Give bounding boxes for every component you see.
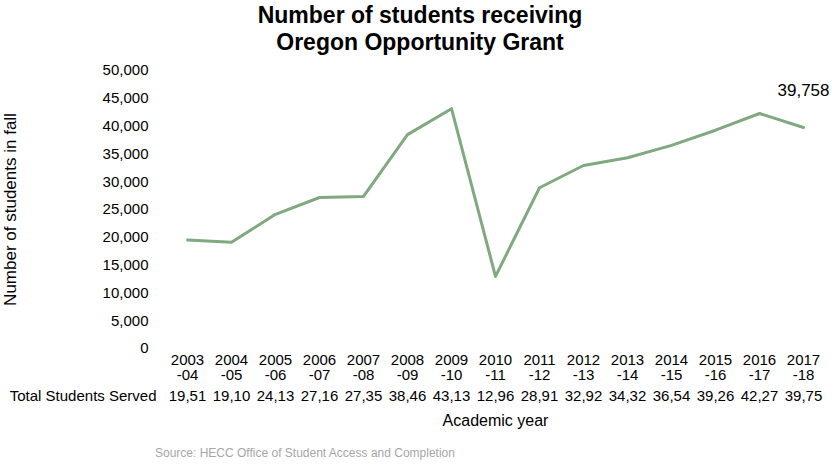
svg-text:2016-17: 2016-17 xyxy=(743,351,776,383)
svg-text:19,51: 19,51 xyxy=(169,387,207,404)
svg-text:2007-08: 2007-08 xyxy=(347,351,380,383)
svg-text:45,000: 45,000 xyxy=(103,89,149,106)
svg-text:25,000: 25,000 xyxy=(103,200,149,217)
svg-text:20,000: 20,000 xyxy=(103,228,149,245)
svg-text:5,000: 5,000 xyxy=(111,312,149,329)
svg-text:2006-07: 2006-07 xyxy=(303,351,336,383)
svg-text:30,000: 30,000 xyxy=(103,173,149,190)
svg-text:15,000: 15,000 xyxy=(103,256,149,273)
html-text:Source: HECC Office of Student: Source: HECC Office of Student Access an… xyxy=(155,446,455,460)
svg-text:2012-13: 2012-13 xyxy=(567,351,600,383)
svg-text:35,000: 35,000 xyxy=(103,145,149,162)
svg-text:0: 0 xyxy=(140,339,148,356)
svg-text:38,46: 38,46 xyxy=(389,387,427,404)
svg-text:2017-18: 2017-18 xyxy=(787,351,820,383)
svg-text:2009-10: 2009-10 xyxy=(435,351,468,383)
svg-text:32,92: 32,92 xyxy=(565,387,603,404)
svg-text:50,000: 50,000 xyxy=(103,62,149,78)
svg-text:42,27: 42,27 xyxy=(741,387,779,404)
svg-text:2004-05: 2004-05 xyxy=(215,351,248,383)
svg-text:12,96: 12,96 xyxy=(477,387,515,404)
svg-text:Academic year: Academic year xyxy=(443,412,549,429)
svg-text:2015-16: 2015-16 xyxy=(699,351,732,383)
svg-text:27,16: 27,16 xyxy=(301,387,339,404)
svg-text:28,91: 28,91 xyxy=(521,387,559,404)
svg-text:2011-12: 2011-12 xyxy=(523,351,555,383)
svg-text:39,26: 39,26 xyxy=(697,387,735,404)
svg-text:Total Students Served: Total Students Served xyxy=(10,387,157,404)
svg-text:2014-15: 2014-15 xyxy=(655,351,688,383)
svg-text:40,000: 40,000 xyxy=(103,117,149,134)
svg-text:36,54: 36,54 xyxy=(653,387,691,404)
svg-text:24,13: 24,13 xyxy=(257,387,295,404)
svg-text:34,32: 34,32 xyxy=(609,387,647,404)
svg-text:43,13: 43,13 xyxy=(433,387,471,404)
svg-text:2005-06: 2005-06 xyxy=(259,351,292,383)
svg-text:19,10: 19,10 xyxy=(213,387,251,404)
svg-text:2010-11: 2010-11 xyxy=(479,351,512,383)
svg-text:39,758: 39,758 xyxy=(778,81,830,100)
svg-text:27,35: 27,35 xyxy=(345,387,383,404)
svg-text:Number of students in fall: Number of students in fall xyxy=(1,113,20,306)
svg-text:39,75: 39,75 xyxy=(785,387,823,404)
svg-text:2013-14: 2013-14 xyxy=(611,351,644,383)
svg-text:10,000: 10,000 xyxy=(103,284,149,301)
html-text:Number of students receiving O: Number of students receiving Oregon Oppo… xyxy=(257,2,583,55)
svg-text:2003-04: 2003-04 xyxy=(171,351,204,383)
svg-text:2008-09: 2008-09 xyxy=(391,351,424,383)
